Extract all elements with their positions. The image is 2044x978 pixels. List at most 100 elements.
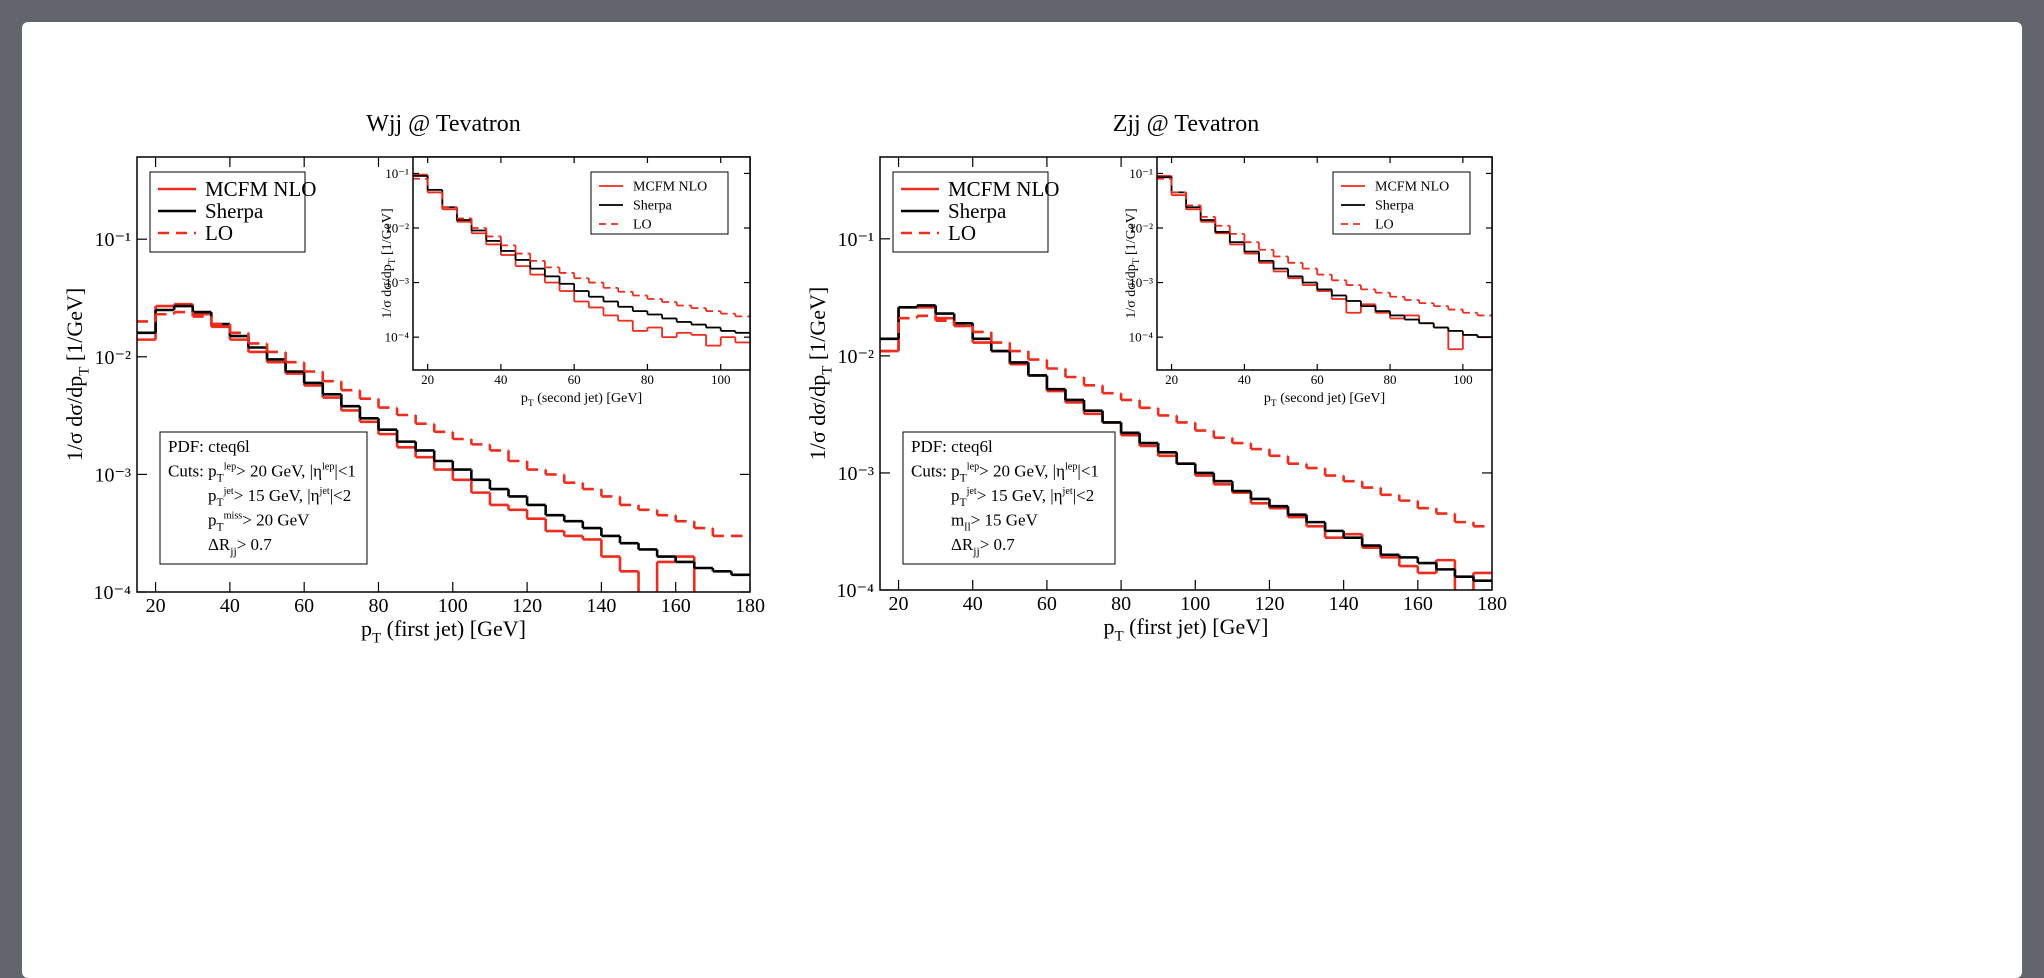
plot-frame [1156,156,1493,371]
text-fragment: T [217,472,224,485]
x-tick-label: 40 [220,595,240,617]
text-fragment: PDF: cteq6l [911,437,993,456]
legend-label: LO [1375,218,1394,233]
text-fragment: > 20 GeV, |η [979,462,1065,481]
legend-label: Sherpa [1375,199,1415,214]
legend-label: Sherpa [633,199,673,214]
text-fragment: T [77,367,93,376]
x-tick-label: 180 [735,595,765,617]
text-fragment: Cuts: p [911,462,960,481]
x-axis-label: pT (second jet) [GeV] [1264,391,1385,409]
x-tick-label: 180 [1477,593,1507,615]
text-fragment: jet [1062,486,1073,497]
legend-label: LO [633,218,652,233]
y-axis-label: 1/σ dσ/dpT [1/GeV] [1124,208,1142,318]
x-tick-label: 120 [1254,593,1284,615]
x-tick-label: 20 [421,372,434,387]
text-fragment: p [361,616,372,641]
text-fragment: (second jet) [GeV] [1277,391,1385,406]
annotation-box [159,431,368,565]
text-fragment: |<2 [1073,486,1095,505]
legend-label: Sherpa [205,199,264,223]
x-tick-label: 40 [963,593,983,615]
text-fragment: jj [972,545,979,558]
y-tick-label: 10⁻¹ [837,229,874,251]
x-axis-label: pT (second jet) [GeV] [521,391,642,409]
text-fragment: T [217,521,224,534]
annotation-line: Cuts: pTlep> 20 GeV, |ηlep|<1 [168,462,356,485]
text-fragment: ll [964,521,970,534]
text-fragment: > 15 GeV [971,511,1039,530]
text-fragment: > 15 GeV, |η [234,486,320,505]
annotation-line: Cuts: pTlep> 20 GeV, |ηlep|<1 [911,462,1099,485]
x-tick-label: 60 [568,372,581,387]
text-fragment: lep [224,462,236,473]
text-fragment: lep [322,462,334,473]
x-tick-label: 100 [438,595,468,617]
text-fragment: T [388,258,398,264]
x-tick-label: 80 [368,595,388,617]
text-fragment: lep [1065,462,1077,473]
text-fragment: jet [223,486,234,497]
legend-label: Sherpa [948,199,1007,223]
y-tick-label: 10⁻¹ [1129,166,1153,181]
text-fragment: ΔR [208,535,231,554]
text-fragment: Cuts: p [168,462,217,481]
y-tick-label: 10⁻² [1129,221,1153,236]
legend-label: MCFM NLO [633,180,707,195]
annotation-line: mll> 15 GeV [951,511,1039,534]
text-fragment: > 0.7 [237,535,273,554]
text-fragment: (second jet) [GeV] [534,391,642,406]
text-fragment: 1/σ dσ/dp [805,375,830,460]
y-axis-label: 1/σ dσ/dpT [1/GeV] [62,288,93,461]
chart-title: Wjj @ Tevatron [366,111,521,137]
legend-label: LO [205,221,233,245]
x-tick-label: 20 [1165,372,1178,387]
text-fragment: T [528,399,534,409]
text-fragment: [1/GeV] [805,287,830,366]
text-fragment: > 15 GeV, |η [977,486,1063,505]
text-fragment: T [217,496,224,509]
x-tick-label: 80 [1384,372,1397,387]
text-fragment: ΔR [951,535,974,554]
text-fragment: PDF: cteq6l [168,437,250,456]
annotation-line: ΔRjj> 0.7 [208,535,272,558]
text-fragment: p [208,486,217,505]
annotation-box [902,431,1116,565]
x-tick-label: 80 [641,372,654,387]
y-tick-label: 10⁻⁴ [1129,330,1154,345]
text-fragment: p [521,391,528,406]
x-tick-label: 40 [1238,372,1251,387]
y-tick-label: 10⁻² [94,347,131,369]
text-fragment: [1/GeV] [1124,208,1139,258]
annotation-line: pTjet> 15 GeV, |ηjet|<2 [951,486,1094,509]
text-fragment: p [208,511,217,530]
text-fragment: [1/GeV] [62,288,87,367]
text-fragment: > 20 GeV, |η [236,462,322,481]
y-tick-label: 10⁻³ [94,464,131,486]
x-tick-label: 60 [1037,593,1057,615]
x-axis-label: pT (first jet) [GeV] [361,616,526,647]
legend-label: LO [948,221,976,245]
text-fragment: miss [224,511,243,522]
x-tick-label: 20 [889,593,909,615]
x-tick-label: 120 [512,595,542,617]
chart-title: Zjj @ Tevatron [1113,111,1260,137]
y-tick-label: 10⁻⁴ [385,330,410,345]
annotation-line: PDF: cteq6l [168,437,250,456]
x-tick-label: 100 [1453,372,1473,387]
x-tick-label: 80 [1111,593,1131,615]
annotation-line: pTmiss> 20 GeV [208,511,310,534]
annotation-line: pTjet> 15 GeV, |ηjet|<2 [208,486,351,509]
text-fragment: 1/σ dσ/dp [380,264,395,318]
x-tick-label: 160 [661,595,691,617]
text-fragment: T [1271,399,1277,409]
y-tick-label: 10⁻⁴ [836,580,874,602]
y-tick-label: 10⁻³ [837,463,874,485]
text-fragment: > 0.7 [980,535,1016,554]
text-fragment: |<1 [334,462,356,481]
y-tick-label: 10⁻¹ [385,166,409,181]
text-fragment: T [1132,258,1142,264]
